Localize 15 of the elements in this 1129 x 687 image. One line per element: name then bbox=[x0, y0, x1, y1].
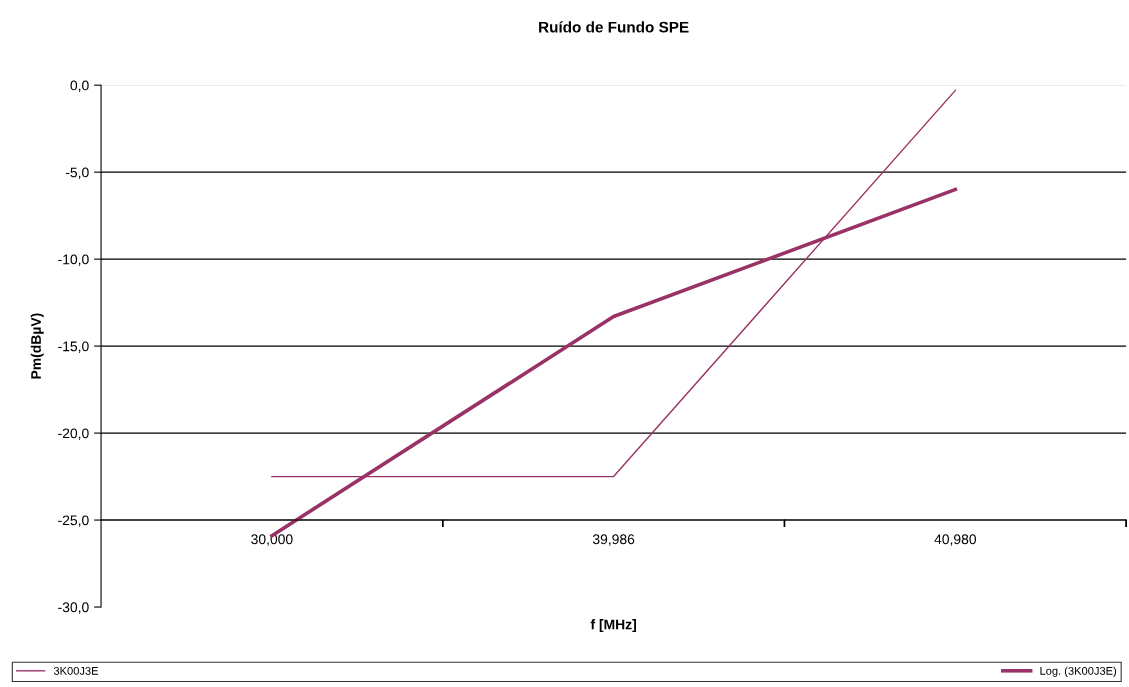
x-tick-label: 39,986 bbox=[592, 534, 635, 546]
legend-label: 3K00J3E bbox=[53, 666, 99, 675]
y-axis-title: Pm(dBµV) bbox=[30, 313, 44, 379]
x-axis-title: f [MHz] bbox=[590, 619, 636, 633]
y-tick-label: -30,0 bbox=[58, 602, 89, 614]
y-tick-label: 0,0 bbox=[70, 80, 89, 92]
x-tick-label: 40,980 bbox=[934, 534, 977, 546]
y-tick-label: -5,0 bbox=[65, 167, 89, 179]
y-tick-label: -25,0 bbox=[58, 515, 89, 527]
y-tick-label: -15,0 bbox=[58, 341, 89, 353]
legend-label: Log. (3K00J3E) bbox=[1040, 666, 1117, 677]
y-tick-label: -10,0 bbox=[58, 254, 89, 266]
y-tick-label: -20,0 bbox=[58, 428, 89, 440]
x-tick-label: 30,000 bbox=[251, 534, 293, 546]
chart-title: Ruído de Fundo SPE bbox=[539, 21, 689, 33]
